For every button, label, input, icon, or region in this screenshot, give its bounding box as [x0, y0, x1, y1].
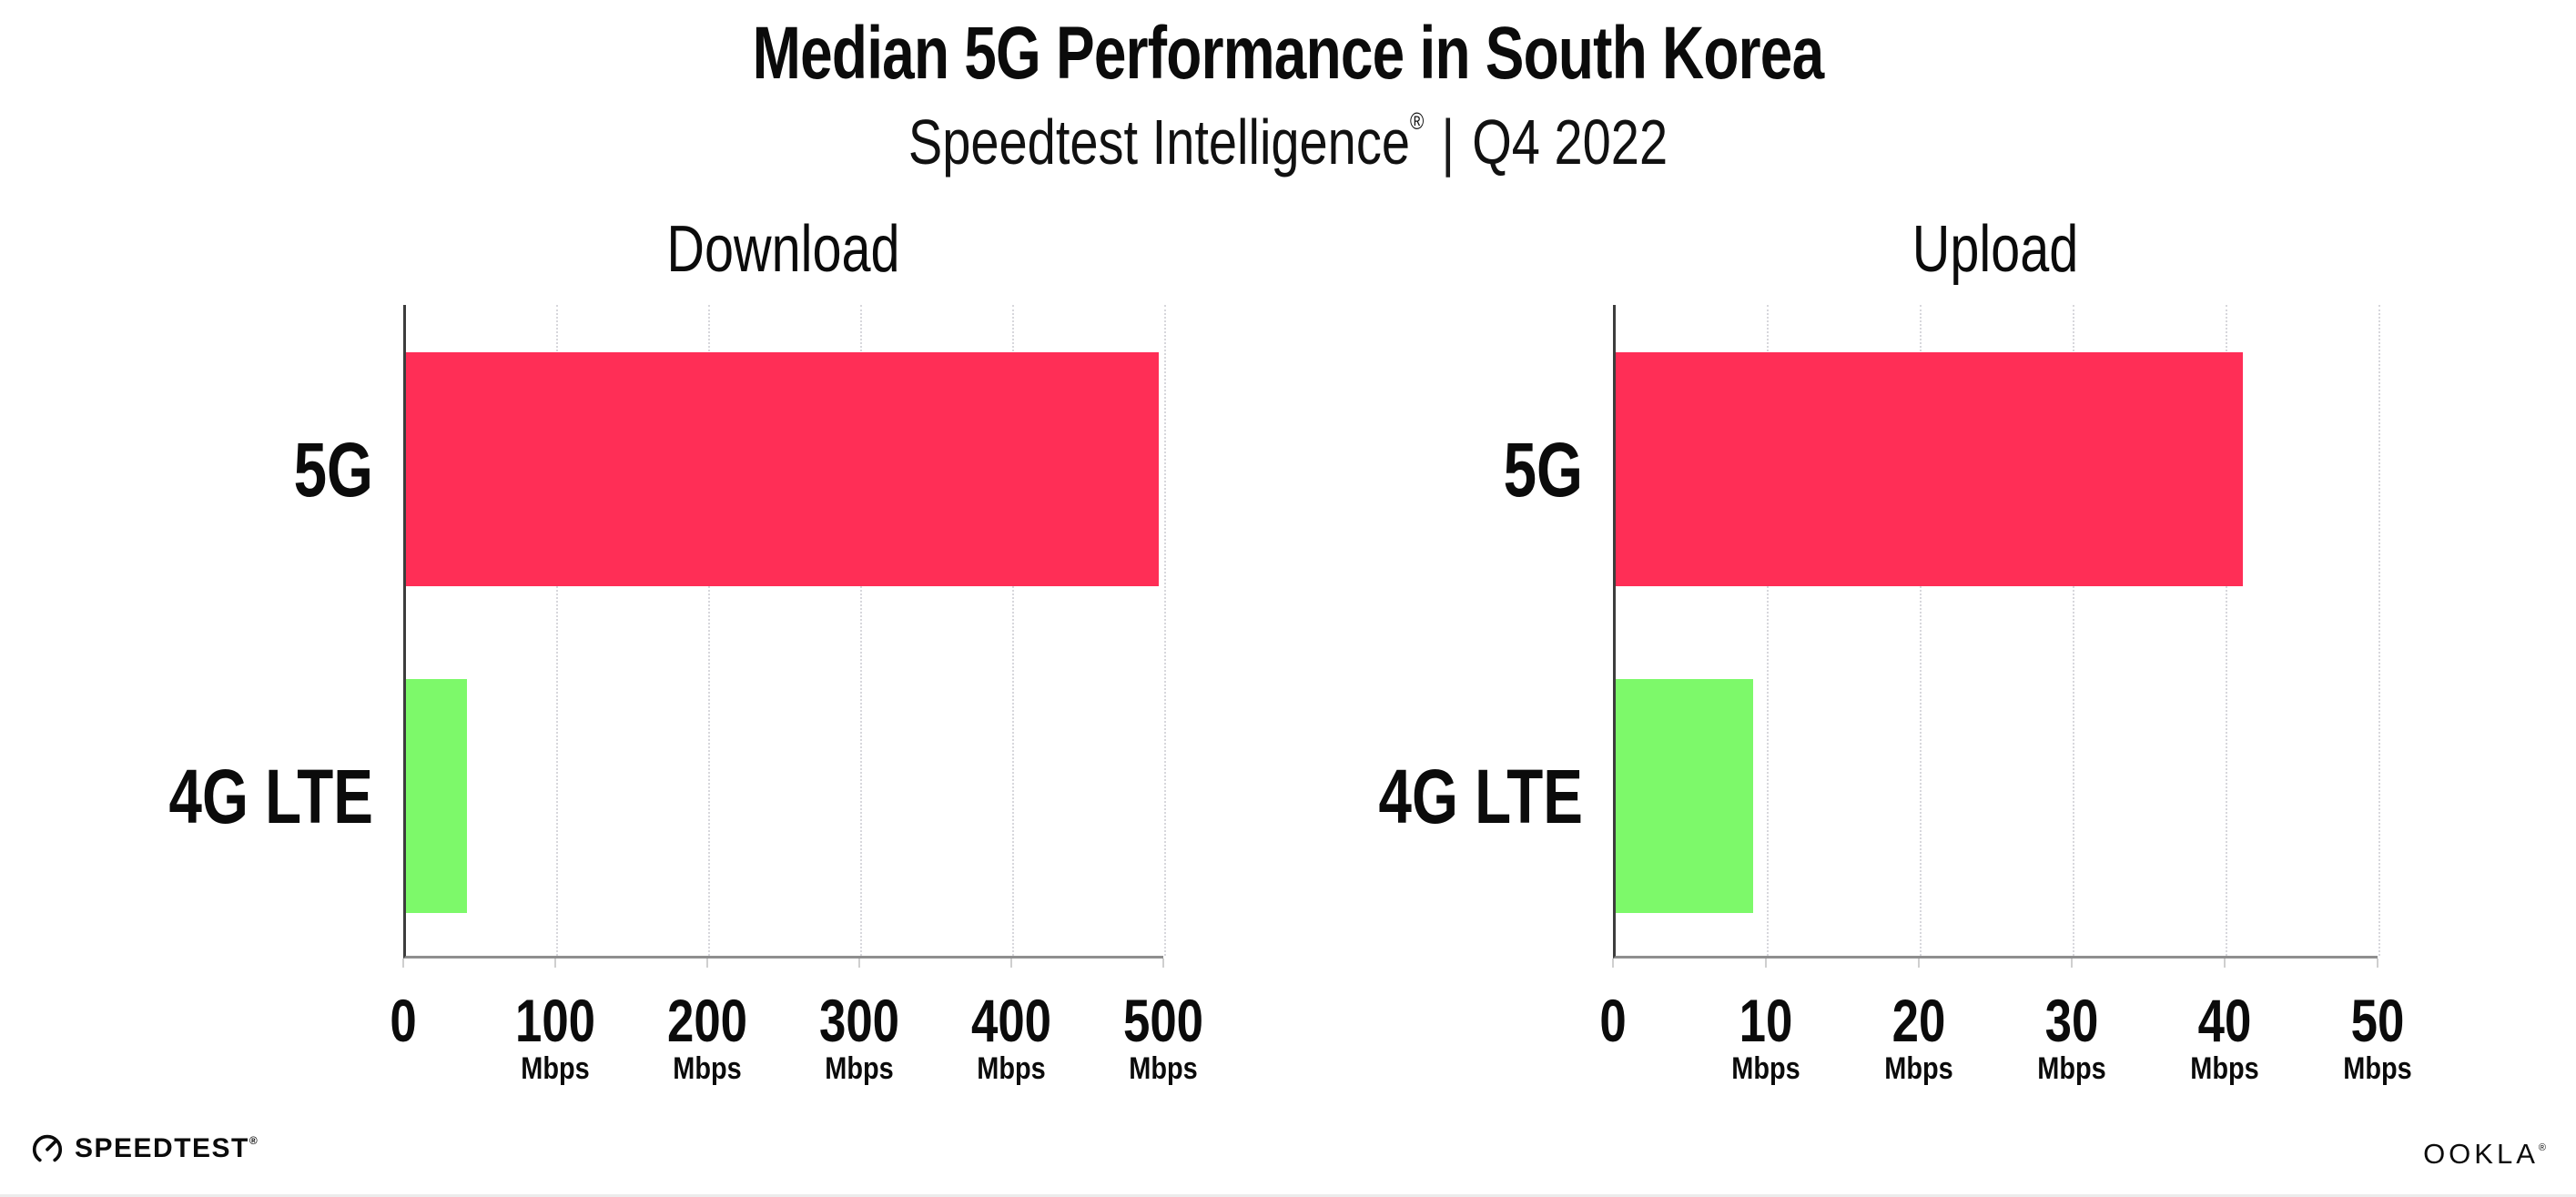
tick-unit-upload-40: Mbps	[2190, 1051, 2259, 1086]
page-subtitle: Speedtest Intelligence® | Q4 2022	[258, 107, 2318, 178]
gridline-upload-10	[1767, 305, 1769, 956]
bar-download-4g-lte	[406, 679, 467, 913]
tick-label-download-0: 0	[390, 987, 417, 1054]
gridline-upload-40	[2226, 305, 2227, 956]
bar-upload-4g-lte	[1616, 679, 1754, 913]
tick-label-upload-30: 30	[2044, 987, 2099, 1054]
tick-mark-download-0	[402, 959, 404, 968]
tick-mark-download-200	[706, 959, 708, 968]
category-label-download-5g: 5G	[293, 426, 373, 512]
gridline-upload-30	[2073, 305, 2074, 956]
tick-mark-upload-10	[1765, 959, 1767, 968]
speedtest-gauge-icon	[32, 1134, 63, 1164]
tick-mark-upload-20	[1918, 959, 1920, 968]
gridline-download-400	[1012, 305, 1014, 956]
category-label-upload-5g: 5G	[1503, 426, 1583, 512]
tick-mark-upload-0	[1612, 959, 1614, 968]
category-label-upload-4g-lte: 4G LTE	[1378, 753, 1583, 839]
category-label-download-4g-lte: 4G LTE	[168, 753, 373, 839]
ookla-wordmark: OOKLA	[2423, 1138, 2539, 1170]
plot-area-download	[403, 305, 1166, 959]
gridline-download-200	[708, 305, 710, 956]
tick-label-download-100: 100	[514, 987, 596, 1054]
tick-label-download-200: 200	[666, 987, 748, 1054]
tick-label-download-300: 300	[818, 987, 900, 1054]
tick-unit-download-200: Mbps	[673, 1051, 742, 1086]
subtitle-period: Q4 2022	[1472, 107, 1668, 178]
gridline-download-500	[1164, 305, 1166, 956]
ookla-logo: OOKLA®	[2423, 1140, 2546, 1168]
subtitle-brand: Speedtest Intelligence	[908, 107, 1410, 178]
tick-label-upload-40: 40	[2197, 987, 2252, 1054]
tick-unit-download-400: Mbps	[977, 1051, 1046, 1086]
tick-label-upload-20: 20	[1891, 987, 1946, 1054]
tick-label-download-400: 400	[970, 987, 1052, 1054]
tick-unit-upload-50: Mbps	[2343, 1051, 2412, 1086]
gridline-upload-20	[1920, 305, 1922, 956]
tick-mark-download-500	[1162, 959, 1164, 968]
tick-mark-upload-30	[2071, 959, 2073, 968]
tick-unit-upload-10: Mbps	[1731, 1051, 1800, 1086]
tick-label-download-500: 500	[1122, 987, 1204, 1054]
tick-mark-download-400	[1010, 959, 1012, 968]
plot-area-upload	[1613, 305, 2380, 959]
tick-unit-download-300: Mbps	[825, 1051, 894, 1086]
tick-mark-download-100	[554, 959, 556, 968]
gridline-download-300	[860, 305, 862, 956]
bottom-divider	[0, 1194, 2576, 1197]
tick-label-upload-0: 0	[1599, 987, 1627, 1054]
bar-download-5g	[406, 352, 1159, 586]
tick-unit-download-500: Mbps	[1129, 1051, 1198, 1086]
tick-unit-download-100: Mbps	[521, 1051, 590, 1086]
tick-label-upload-10: 10	[1739, 987, 1793, 1054]
chart-title-download: Download	[666, 213, 900, 286]
subtitle-separator: |	[1441, 107, 1455, 178]
speedtest-registered-mark: ®	[248, 1134, 258, 1147]
tick-mark-upload-50	[2377, 959, 2378, 968]
bar-upload-5g	[1616, 352, 2243, 586]
tick-label-upload-50: 50	[2350, 987, 2405, 1054]
chart-title-upload: Upload	[1912, 213, 2079, 286]
tick-mark-upload-40	[2224, 959, 2226, 968]
tick-unit-upload-30: Mbps	[2037, 1051, 2106, 1086]
ookla-registered-mark: ®	[2538, 1142, 2546, 1153]
speedtest-wordmark: SPEEDTEST®	[75, 1133, 258, 1163]
tick-unit-upload-20: Mbps	[1884, 1051, 1953, 1086]
gridline-upload-50	[2378, 305, 2380, 956]
gridline-download-100	[556, 305, 558, 956]
page-title: Median 5G Performance in South Korea	[752, 12, 1825, 95]
tick-mark-download-300	[858, 959, 860, 968]
registered-mark: ®	[1409, 107, 1425, 135]
speedtest-logo: SPEEDTEST®	[30, 1131, 258, 1166]
